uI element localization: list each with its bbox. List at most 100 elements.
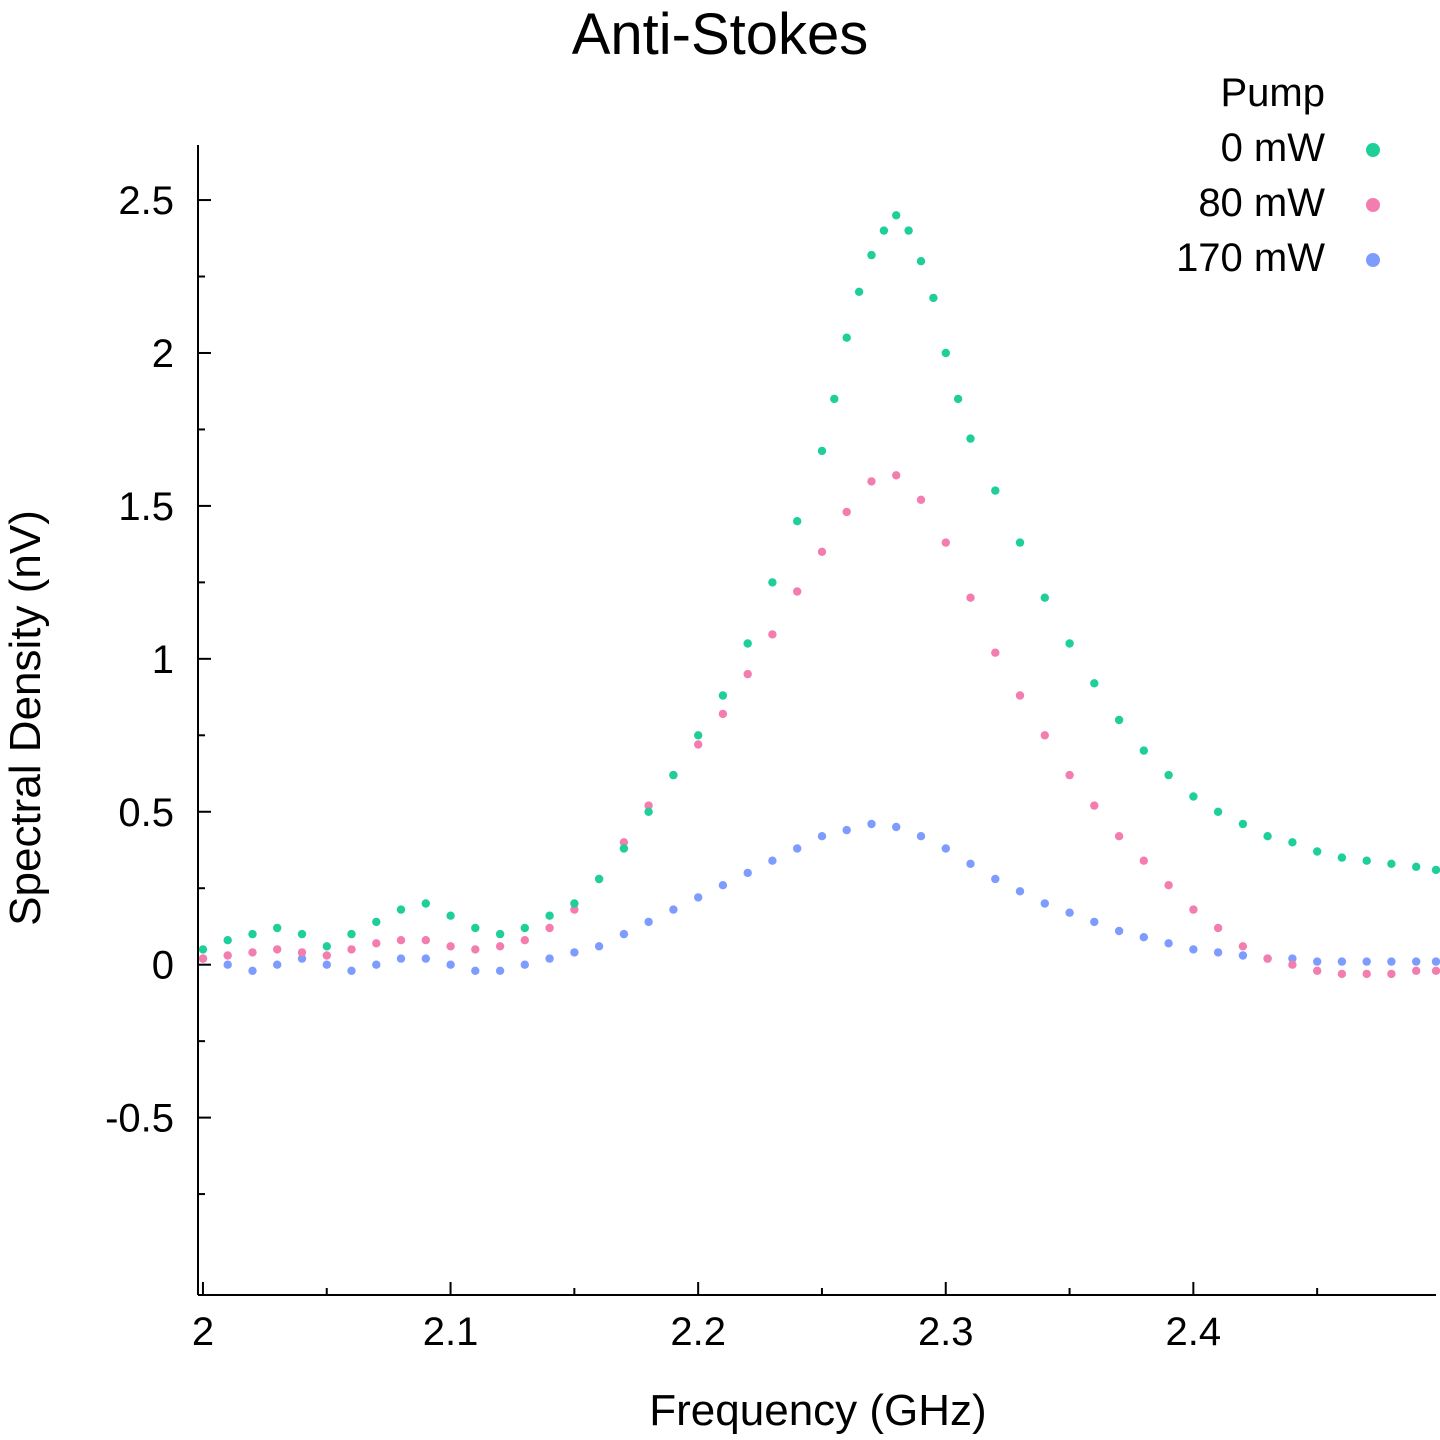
point-0mw [545,911,554,920]
point-0mw [1412,862,1421,871]
point-80mw [1015,691,1025,700]
point-80mw [1065,770,1074,780]
point-0mw [867,250,876,260]
y-tick-label: 0.5 [118,791,174,835]
point-80mw [495,942,505,951]
y-tick-label: 2 [152,332,174,376]
point-170mw [347,966,356,975]
point-170mw [966,859,975,868]
point-0mw [793,517,802,526]
point-80mw [966,593,975,602]
y-tick-label: 1 [152,638,174,682]
point-170mw [471,966,480,975]
point-170mw [273,960,282,969]
point-0mw [768,578,777,587]
point-170mw [1090,917,1099,927]
point-0mw [1040,593,1050,602]
point-80mw [396,936,406,945]
point-80mw [768,630,777,639]
point-0mw [743,639,752,648]
point-80mw [1313,966,1322,975]
point-80mw [1164,881,1173,890]
point-170mw [248,966,257,975]
legend-label-170mw: 170 mW [1176,236,1325,280]
point-80mw [842,507,851,517]
point-80mw [347,945,356,954]
point-80mw [223,951,232,960]
point-0mw [372,917,381,927]
point-170mw [1040,899,1050,908]
y-axis-label: Spectral Density (nV) [1,510,50,926]
y-tick-label: 2.5 [118,179,174,223]
point-0mw [966,434,975,443]
x-tick-label: 2.4 [1166,1310,1222,1354]
point-170mw [916,832,926,841]
legend: Pump 0 mW 80 mW 170 mW [1176,71,1380,280]
point-0mw [854,287,864,296]
point-0mw [1189,792,1198,801]
point-170mw [743,868,752,878]
point-0mw [929,293,938,303]
point-80mw [372,939,381,948]
point-170mw [446,960,455,969]
point-80mw [892,471,901,480]
point-0mw [817,446,827,456]
point-0mw [471,923,480,933]
point-80mw [273,945,282,954]
point-80mw [644,801,653,810]
point-170mw [1015,887,1025,896]
point-80mw [793,587,802,596]
point-170mw [495,966,505,975]
point-80mw [694,740,703,749]
point-0mw [273,923,282,933]
chart-title: Anti-Stokes [572,2,869,67]
point-170mw [1238,951,1248,960]
point-80mw [916,495,926,504]
point-170mw [842,825,851,835]
point-0mw [297,929,307,939]
x-tick-label: 2.2 [670,1310,726,1354]
y-axis-ticks: -0.5 0 0.5 1 1.5 2 2.5 [105,179,211,1196]
point-80mw [1040,731,1050,740]
point-0mw [953,394,963,404]
point-170mw [1412,957,1421,966]
point-170mw [594,942,604,951]
point-0mw [495,929,505,939]
scatter-points [198,211,1440,979]
point-80mw [570,905,579,914]
point-170mw [991,874,1000,884]
point-80mw [545,923,554,933]
point-170mw [768,856,777,865]
legend-label-0mw: 0 mW [1221,126,1326,170]
point-80mw [1387,969,1396,979]
point-80mw [1431,966,1440,975]
point-0mw [941,348,950,358]
point-0mw [1288,838,1297,847]
point-80mw [1412,966,1421,975]
point-0mw [1337,853,1347,862]
point-170mw [1337,957,1347,966]
point-170mw [817,832,827,841]
point-0mw [1431,865,1440,875]
point-170mw [1431,957,1440,966]
point-80mw [322,951,331,960]
y-tick-label: 0 [152,944,174,988]
point-0mw [198,945,208,954]
legend-marker-170mw [1366,253,1380,267]
legend-title: Pump [1221,71,1326,115]
point-170mw [1387,957,1396,966]
point-170mw [520,960,529,969]
point-80mw [1114,832,1124,841]
point-0mw [347,929,356,939]
point-80mw [1337,969,1347,979]
point-170mw [421,954,430,963]
point-0mw [1065,639,1074,648]
y-tick-label: -0.5 [105,1097,174,1141]
point-170mw [1288,954,1297,963]
point-0mw [570,899,579,908]
point-170mw [372,960,381,969]
point-80mw [520,936,529,945]
x-axis-label: Frequency (GHz) [649,1386,986,1435]
y-tick-label: 1.5 [118,485,174,529]
